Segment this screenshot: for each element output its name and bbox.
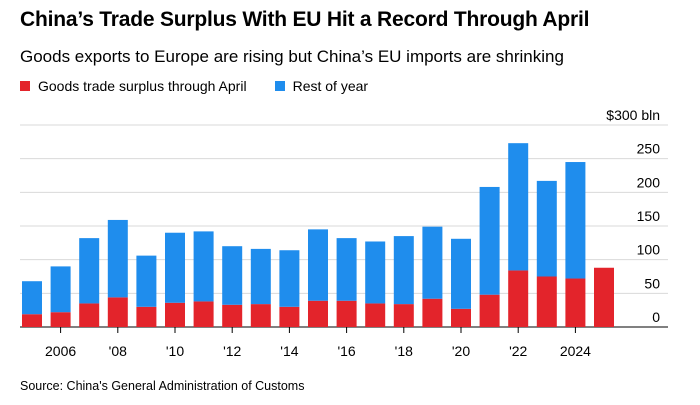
bar-through-april-2010	[165, 302, 185, 327]
bar-rest-of-year-2021	[479, 186, 500, 295]
bar-through-april-2025	[594, 267, 614, 327]
bar-rest-of-year-2013	[250, 248, 271, 305]
x-tick-label-2010: '10	[166, 343, 184, 359]
chart-title: China’s Trade Surplus With EU Hit a Reco…	[20, 8, 590, 31]
legend-label-through-april: Goods trade surplus through April	[38, 78, 247, 94]
bar-through-april-2012	[222, 304, 243, 327]
bar-through-april-2008	[107, 297, 128, 327]
bar-rest-of-year-2011	[193, 231, 214, 302]
bar-through-april-2020	[451, 308, 471, 327]
source-note: Source: China's General Administration o…	[20, 379, 305, 393]
x-tick-label-2008: '08	[109, 343, 127, 359]
bar-rest-of-year-2015	[308, 229, 328, 301]
y-tick-label-200: 200	[637, 174, 661, 190]
bar-through-april-2024	[565, 278, 586, 327]
bar-through-april-2021	[479, 294, 500, 327]
chart-legend: Goods trade surplus through April Rest o…	[20, 78, 396, 94]
bar-rest-of-year-2007	[79, 238, 100, 304]
x-tick-label-2012: '12	[223, 343, 241, 359]
y-tick-label-100: 100	[637, 242, 661, 258]
bar-rest-of-year-2024	[565, 162, 586, 279]
bar-rest-of-year-2016	[336, 238, 357, 301]
bar-rest-of-year-2006	[50, 266, 71, 313]
bar-through-april-2023	[536, 276, 557, 327]
bar-through-april-2017	[365, 303, 386, 327]
bar-through-april-2013	[250, 304, 271, 327]
y-tick-label-50: 50	[644, 275, 660, 291]
bar-rest-of-year-2012	[222, 246, 243, 305]
x-tick-label-2022: '22	[509, 343, 527, 359]
bar-rest-of-year-2022	[508, 143, 529, 271]
legend-swatch-rest-of-year	[274, 81, 285, 91]
bar-through-april-2007	[79, 303, 100, 327]
bar-rest-of-year-2005	[22, 281, 42, 315]
legend-swatch-through-april	[20, 81, 30, 91]
bar-through-april-2018	[393, 304, 414, 327]
chart-subtitle: Goods exports to Europe are rising but C…	[20, 47, 564, 66]
bar-rest-of-year-2014	[279, 250, 300, 307]
legend-item-through-april: Goods trade surplus through April	[20, 78, 247, 94]
bar-through-april-2011	[193, 301, 214, 327]
bar-rest-of-year-2023	[536, 180, 557, 277]
bar-through-april-2019	[422, 298, 443, 327]
bar-through-april-2022	[508, 270, 529, 327]
bar-rest-of-year-2018	[393, 236, 414, 305]
legend-label-rest-of-year: Rest of year	[292, 78, 369, 94]
y-tick-label-150: 150	[637, 208, 661, 224]
y-tick-label-0: 0	[652, 309, 660, 325]
bar-rest-of-year-2008	[107, 219, 128, 298]
y-tick-label-250: 250	[637, 141, 661, 157]
bar-through-april-2009	[136, 306, 157, 327]
bar-rest-of-year-2017	[365, 241, 386, 304]
x-tick-label-2006: 2006	[45, 343, 76, 359]
bar-through-april-2016	[336, 300, 357, 327]
x-tick-label-2014: '14	[280, 343, 298, 359]
bar-through-april-2006	[50, 312, 71, 327]
bar-rest-of-year-2019	[422, 226, 443, 299]
x-tick-label-2020: '20	[452, 343, 470, 359]
x-tick-label-2018: '18	[395, 343, 413, 359]
y-tick-label-300: $300 bln	[606, 107, 660, 123]
x-tick-label-2016: '16	[337, 343, 355, 359]
bar-rest-of-year-2010	[165, 232, 185, 303]
bar-through-april-2005	[22, 314, 42, 327]
bar-through-april-2014	[279, 306, 300, 327]
bar-rest-of-year-2020	[451, 238, 471, 309]
bar-through-april-2015	[308, 300, 328, 327]
legend-item-rest-of-year: Rest of year	[274, 78, 369, 94]
x-tick-label-2024: 2024	[560, 343, 591, 359]
bar-rest-of-year-2009	[136, 255, 157, 307]
